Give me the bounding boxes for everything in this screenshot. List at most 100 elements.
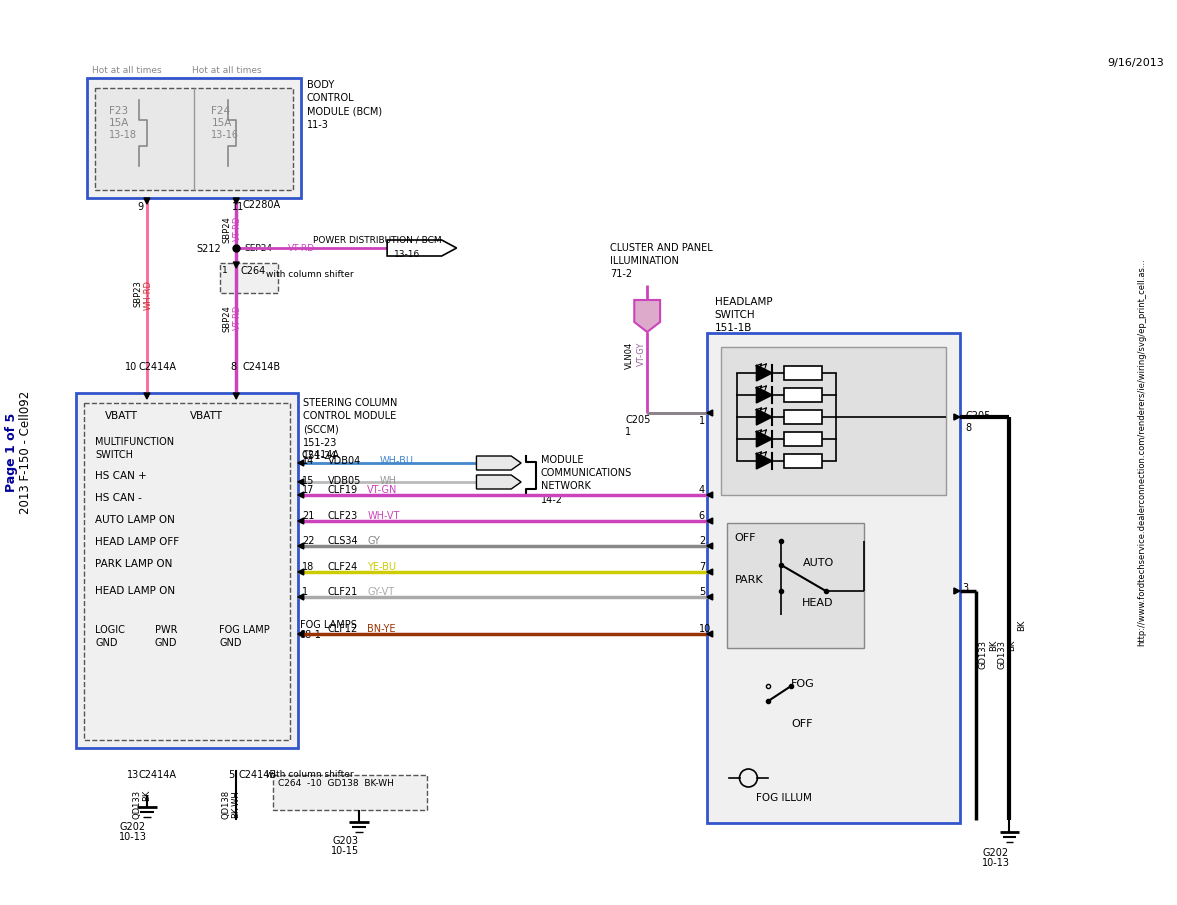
Bar [95,88,293,190]
Text: YE-BU: YE-BU [367,562,397,572]
Text: VT-RD: VT-RD [233,216,242,242]
Text: S212: S212 [197,244,221,254]
Text: 8: 8 [966,423,972,433]
Bar [706,333,960,823]
Text: AUTO: AUTO [803,558,833,568]
Text: with column shifter: with column shifter [266,270,353,279]
Text: VLN04: VLN04 [625,342,634,369]
Text: VDB04: VDB04 [327,456,361,466]
Text: C2414A: C2414A [139,362,177,372]
Text: PARK LAMP ON: PARK LAMP ON [95,559,173,569]
Bar [784,388,822,402]
Polygon shape [387,240,457,256]
Text: VBATT: VBATT [189,411,222,421]
Polygon shape [706,594,713,600]
Text: 1: 1 [222,266,228,275]
Text: C2280A: C2280A [242,200,280,210]
Polygon shape [298,460,304,466]
Text: 10-15: 10-15 [332,846,359,856]
Polygon shape [298,569,304,575]
Text: C2414B: C2414B [242,362,280,372]
Text: WH: WH [379,476,397,486]
Text: GD133: GD133 [979,640,988,669]
Bar [784,454,822,468]
Text: 3: 3 [962,583,967,593]
Polygon shape [706,518,713,524]
Text: BK: BK [1017,620,1026,632]
Polygon shape [298,518,304,524]
Text: 21: 21 [301,511,314,521]
Text: 13-16: 13-16 [394,250,420,259]
Text: BK: BK [142,790,151,801]
Text: 6: 6 [699,511,705,521]
Text: GD133: GD133 [998,640,1006,669]
Text: VBATT: VBATT [105,411,138,421]
Text: QD138: QD138 [221,790,231,819]
Polygon shape [634,300,660,332]
Polygon shape [953,414,960,420]
Polygon shape [757,431,772,447]
Text: PARK: PARK [734,575,763,585]
Text: CLF24: CLF24 [327,562,358,572]
Text: 15A: 15A [212,118,232,128]
Text: 5: 5 [228,770,234,780]
Text: MULTIFUNCTION
SWITCH: MULTIFUNCTION SWITCH [95,437,174,461]
Text: 7: 7 [699,562,705,572]
Text: FOG LAMP
GND: FOG LAMP GND [219,625,270,648]
Text: 17: 17 [301,485,314,495]
Text: C264  -10  GD138  BK-WH: C264 -10 GD138 BK-WH [278,779,394,788]
Polygon shape [757,387,772,403]
Text: C264: C264 [240,266,266,276]
Text: CLF12: CLF12 [327,624,358,634]
Bar [87,78,301,198]
Bar [273,775,427,810]
Text: 15A: 15A [109,118,129,128]
Polygon shape [953,588,960,594]
Text: GY-VT: GY-VT [367,587,394,597]
Text: 14: 14 [301,456,314,466]
Text: FOG LAMPS: FOG LAMPS [300,620,357,630]
Bar [77,393,298,748]
Polygon shape [706,492,713,498]
Text: Page 1 of 5: Page 1 of 5 [6,413,19,491]
Text: 15: 15 [301,476,314,486]
Text: AUTO LAMP ON: AUTO LAMP ON [95,515,175,525]
Text: WH-VT: WH-VT [367,511,400,521]
Text: FOG: FOG [791,679,814,689]
Polygon shape [757,453,772,469]
Bar [784,410,822,424]
Text: BK: BK [1008,640,1017,652]
Text: 2: 2 [699,536,705,546]
Text: SBP23: SBP23 [133,280,142,307]
Text: FOG ILLUM: FOG ILLUM [757,793,812,803]
Text: C205: C205 [966,411,991,421]
Text: 1: 1 [301,587,308,597]
Text: 18: 18 [301,562,314,572]
Text: QD133: QD133 [132,790,141,819]
Polygon shape [144,393,149,399]
Polygon shape [757,409,772,425]
Text: HEAD LAMP ON: HEAD LAMP ON [95,586,175,596]
Bar [85,403,290,740]
Text: MODULE
COMMUNICATIONS
NETWORK
14-2: MODULE COMMUNICATIONS NETWORK 14-2 [541,455,632,505]
Text: F23: F23 [109,106,128,116]
Text: BK-WH: BK-WH [231,790,240,818]
Text: HS CAN +: HS CAN + [95,471,147,481]
Polygon shape [298,631,304,637]
Text: G203: G203 [332,836,359,846]
Polygon shape [757,365,772,381]
Text: with column shifter: with column shifter [266,770,353,779]
Text: HEAD LAMP OFF: HEAD LAMP OFF [95,537,179,547]
Polygon shape [233,198,239,204]
Text: 9/16/2013: 9/16/2013 [1106,58,1164,68]
Text: GY: GY [367,536,380,546]
Text: 8: 8 [231,362,237,372]
Text: C2414A: C2414A [301,450,340,460]
Polygon shape [233,393,239,399]
Text: 10-13: 10-13 [982,858,1010,868]
Text: http://www.fordtechservice.dealerconnection.com/renderers/ie/wiring/svg/ep_print: http://www.fordtechservice.dealerconnect… [1137,258,1146,646]
Text: CLF21: CLF21 [327,587,358,597]
Polygon shape [144,198,149,204]
Text: 88-1: 88-1 [300,630,321,640]
Text: LOGIC
GND: LOGIC GND [95,625,125,648]
